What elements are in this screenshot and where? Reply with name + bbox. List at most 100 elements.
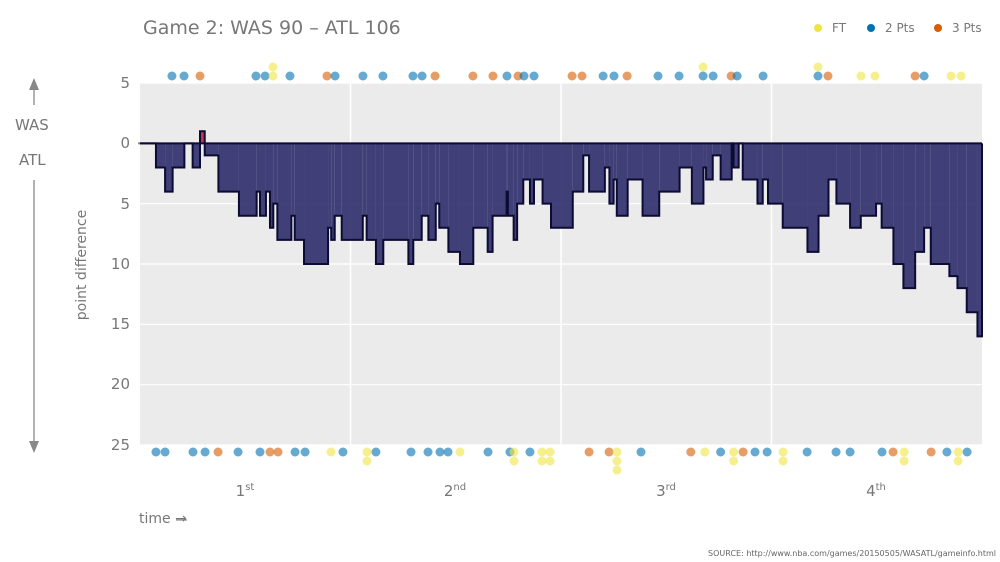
- was-score-2pt-dot: [519, 71, 529, 81]
- atl-score-2pt-dot: [338, 447, 348, 457]
- lead-segment: [613, 143, 617, 180]
- was-score-2pt-dot: [919, 71, 929, 81]
- lead-segment: [273, 143, 278, 204]
- was-score-2pt-dot: [378, 71, 388, 81]
- was-arrowhead-icon: [29, 78, 39, 90]
- lead-segment: [529, 143, 534, 204]
- atl-score-ft-dot: [455, 447, 465, 457]
- x-axis-label: time →: [139, 511, 187, 527]
- lead-segment: [256, 143, 260, 192]
- lead-segment: [192, 143, 200, 168]
- was-score-2pt-dot: [758, 71, 768, 81]
- atl-score-3pt-dot: [738, 447, 748, 457]
- lead-segment: [435, 143, 440, 204]
- lead-segment: [881, 143, 894, 228]
- atl-score-2pt-dot: [636, 447, 646, 457]
- was-score-3pt-dot: [823, 71, 833, 81]
- was-score-3pt-dot: [567, 71, 577, 81]
- lead-segment: [589, 143, 605, 192]
- was-score-2pt-dot: [417, 71, 427, 81]
- was-score-2pt-dot: [167, 71, 177, 81]
- atl-score-ft-dot: [362, 447, 372, 457]
- was-score-2pt-dot: [358, 71, 368, 81]
- lead-segment: [949, 143, 958, 277]
- lead-segment: [341, 143, 363, 240]
- was-score-ft-dot: [856, 71, 866, 81]
- atl-score-2pt-dot: [435, 447, 445, 457]
- atl-score-ft-dot: [362, 456, 372, 466]
- lead-segment: [294, 143, 305, 240]
- lead-segment: [818, 143, 829, 216]
- atl-score-ft-dot: [537, 447, 547, 457]
- lead-segment: [733, 143, 739, 168]
- lead-segment: [860, 143, 877, 216]
- was-score-2pt-dot: [330, 71, 340, 81]
- lead-segment: [616, 143, 628, 216]
- lead-segment: [439, 143, 449, 228]
- y-tick-label: 15: [110, 315, 130, 333]
- atl-score-2pt-dot: [151, 447, 161, 457]
- lead-segment: [915, 143, 925, 252]
- lead-segment: [903, 143, 916, 289]
- lead-segment: [836, 143, 851, 204]
- lead-segment: [706, 143, 713, 180]
- atl-score-2pt-dot: [160, 447, 170, 457]
- atl-score-ft-dot: [326, 447, 336, 457]
- lead-segment: [366, 143, 376, 240]
- lead-segment: [609, 143, 614, 204]
- lead-segment: [757, 143, 763, 204]
- chart-title: Game 2: WAS 90 – ATL 106: [143, 17, 401, 39]
- atl-score-3pt-dot: [213, 447, 223, 457]
- was-score-2pt-dot: [179, 71, 189, 81]
- lead-segment: [572, 143, 584, 192]
- lead-segment: [277, 143, 292, 240]
- source-note: SOURCE: http://www.nba.com/games/2015050…: [708, 549, 996, 558]
- lead-segment: [720, 143, 732, 180]
- lead-segment: [459, 143, 474, 264]
- atl-side-label: ATL: [19, 151, 46, 169]
- atl-score-3pt-dot: [273, 447, 283, 457]
- lead-segment: [362, 143, 367, 216]
- lead-segment: [977, 143, 982, 337]
- atl-score-ft-dot: [778, 447, 788, 457]
- lead-segment: [551, 143, 573, 228]
- was-score-ft-dot: [813, 62, 823, 72]
- lead-segment: [413, 143, 422, 240]
- atl-score-2pt-dot: [831, 447, 841, 457]
- lead-segment: [807, 143, 819, 252]
- lead-segment: [513, 143, 518, 240]
- atl-arrowhead-icon: [29, 441, 39, 453]
- was-score-3pt-dot: [622, 71, 632, 81]
- lead-segment: [893, 143, 904, 264]
- was-score-3pt-dot: [322, 71, 332, 81]
- was-score-ft-dot: [870, 71, 880, 81]
- atl-score-3pt-dot: [926, 447, 936, 457]
- was-score-2pt-dot: [674, 71, 684, 81]
- 2pts-dot-icon: [867, 24, 875, 32]
- lead-segment: [291, 143, 295, 216]
- score-difference-line: [140, 130, 983, 338]
- atl-score-2pt-dot: [483, 447, 493, 457]
- atl-score-2pt-dot: [762, 447, 772, 457]
- lead-segment: [506, 143, 508, 192]
- was-score-3pt-dot: [430, 71, 440, 81]
- lead-segment: [172, 143, 185, 168]
- was-score-ft-dot: [946, 71, 956, 81]
- atl-score-ft-dot: [612, 456, 622, 466]
- lead-segment: [155, 143, 166, 168]
- atl-score-2pt-dot: [255, 447, 265, 457]
- lead-segment: [328, 143, 332, 228]
- lead-segment: [782, 143, 808, 228]
- was-score-2pt-dot: [529, 71, 539, 81]
- y-tick-label: 25: [110, 436, 130, 454]
- atl-score-ft-dot: [537, 456, 547, 466]
- was-score-2pt-dot: [732, 71, 742, 81]
- lead-segment: [691, 143, 704, 204]
- lead-segment: [533, 143, 543, 180]
- atl-score-ft-dot: [729, 447, 739, 457]
- legend-item-2pts: 2 Pts: [867, 21, 915, 35]
- was-score-3pt-dot: [577, 71, 587, 81]
- y-tick-label: 20: [110, 375, 130, 393]
- lead-segment: [712, 143, 721, 156]
- was-score-2pt-dot: [813, 71, 823, 81]
